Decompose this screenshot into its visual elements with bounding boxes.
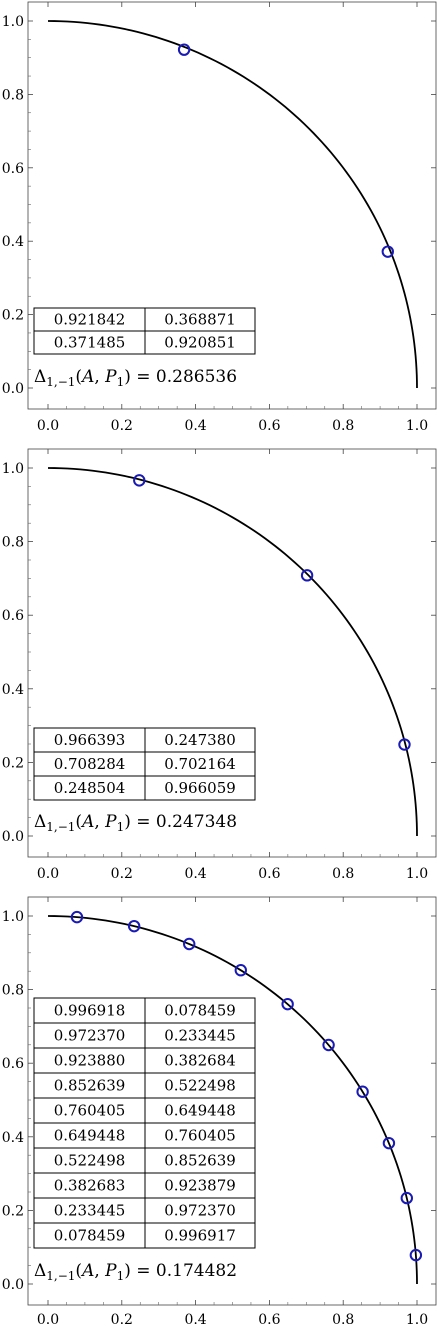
- unit-circle-curve: [47, 915, 418, 1285]
- table-cell: 0.760405: [54, 1102, 126, 1120]
- table-cell: 0.966059: [164, 779, 236, 797]
- table-cell: 0.382684: [164, 1052, 236, 1070]
- table-cell: 0.920851: [164, 334, 236, 352]
- table-cell: 0.702164: [164, 755, 236, 773]
- table-cell: 0.852639: [54, 1077, 126, 1095]
- table-cell: 0.921842: [54, 311, 126, 329]
- chart-panel-3: 0.0 0.0 0.2 0.2 0.4 0.4 0.6 0.6 0.8 0.8 1.0 1.0 0.99…: [2, 896, 437, 1326]
- data-point: [398, 738, 411, 751]
- x-tick-label: 0.4: [184, 866, 206, 882]
- y-tick-label: 0.4: [2, 1130, 24, 1146]
- y-tick-label: 1.0: [2, 461, 24, 477]
- x-tick-label: 0.8: [332, 866, 354, 882]
- table-cell: 0.996917: [164, 1227, 236, 1245]
- y-tick-label: 0.8: [2, 983, 24, 999]
- table-cell: 0.368871: [164, 311, 236, 329]
- table-cell: 0.708284: [54, 755, 126, 773]
- y-tick-label: 0.0: [2, 829, 24, 845]
- plot-frame: [27, 896, 437, 1306]
- y-tick-label: 0.2: [2, 308, 24, 324]
- data-point: [300, 569, 314, 582]
- table-cell: 0.078459: [54, 1227, 126, 1245]
- chart-panel-2: 0.0 0.0 0.2 0.2 0.4 0.4 0.6 0.6 0.8 0.8 1.0 1.0 0.96…: [2, 448, 437, 882]
- data-point: [356, 1085, 369, 1098]
- y-tick-label: 0.0: [2, 381, 24, 397]
- x-tick-label: 1.0: [406, 866, 428, 882]
- data-point: [183, 937, 196, 951]
- x-tick-label: 0.6: [258, 418, 280, 434]
- plot-frame: [27, 1, 437, 410]
- data-point: [400, 1191, 414, 1205]
- data-point: [70, 910, 84, 924]
- table-cell: 0.233445: [164, 1027, 236, 1045]
- delta-annotation: Δ1,−1(A, P1) = 0.286536: [34, 367, 237, 389]
- x-tick-label: 0.8: [332, 418, 354, 434]
- y-tick-label: 0.2: [2, 1203, 24, 1219]
- table-cell: 0.233445: [54, 1202, 126, 1220]
- table-cell: 0.522498: [54, 1152, 126, 1170]
- table-cell: 0.966393: [54, 731, 126, 749]
- table-cell: 0.382683: [54, 1177, 126, 1195]
- data-point: [133, 474, 146, 487]
- table-cell: 0.923879: [164, 1177, 236, 1195]
- y-tick-label: 0.0: [2, 1277, 24, 1293]
- y-tick-label: 0.6: [2, 1056, 24, 1072]
- x-tick-label: 0.2: [111, 1312, 133, 1326]
- y-tick-label: 0.6: [2, 608, 24, 624]
- x-tick-label: 0.6: [258, 866, 280, 882]
- x-tick-label: 1.0: [406, 1312, 428, 1326]
- x-tick-label: 0.2: [111, 866, 133, 882]
- x-tick-label: 0.6: [258, 1312, 280, 1326]
- table-cell: 0.852639: [164, 1152, 236, 1170]
- delta-annotation: Δ1,−1(A, P1) = 0.247348: [34, 812, 237, 834]
- table-cell: 0.972370: [164, 1202, 236, 1220]
- table-cell: 0.247380: [164, 731, 236, 749]
- table-cell: 0.078459: [164, 1002, 236, 1020]
- y-tick-label: 0.8: [2, 87, 24, 103]
- delta-annotation: Δ1,−1(A, P1) = 0.174482: [34, 1261, 237, 1283]
- data-point: [281, 997, 294, 1011]
- y-tick-label: 1.0: [2, 14, 24, 30]
- x-tick-label: 0.0: [37, 1312, 59, 1326]
- table-cell: 0.760405: [164, 1127, 236, 1145]
- x-tick-label: 0.4: [184, 1312, 206, 1326]
- table-cell: 0.248504: [54, 779, 126, 797]
- y-tick-label: 1.0: [2, 909, 24, 925]
- chart-panel-1: 0.0 0.0 0.2 0.2 0.4 0.4 0.6 0.6 0.8 0.8 1.0 1.0 0.92…: [2, 1, 437, 434]
- y-tick-label: 0.4: [2, 234, 24, 250]
- x-tick-label: 0.0: [37, 418, 59, 434]
- y-tick-label: 0.8: [2, 535, 24, 551]
- table-cell: 0.923880: [54, 1052, 126, 1070]
- table-cell: 0.371485: [54, 334, 126, 352]
- x-tick-label: 0.0: [37, 866, 59, 882]
- y-tick-label: 0.6: [2, 161, 24, 177]
- plot-frame: [27, 448, 437, 858]
- x-tick-label: 0.4: [184, 418, 206, 434]
- table-cell: 0.649448: [164, 1102, 236, 1120]
- data-point: [177, 43, 191, 56]
- y-tick-label: 0.2: [2, 755, 24, 771]
- data-point: [381, 245, 394, 258]
- data-point: [409, 1248, 423, 1262]
- data-point: [322, 1038, 335, 1052]
- data-point: [382, 1136, 396, 1150]
- table-cell: 0.522498: [164, 1077, 236, 1095]
- x-tick-label: 0.2: [111, 418, 133, 434]
- x-tick-label: 0.8: [332, 1312, 354, 1326]
- data-point: [234, 964, 248, 977]
- table-cell: 0.972370: [54, 1027, 126, 1045]
- table-cell: 0.649448: [54, 1127, 126, 1145]
- unit-circle-curve: [47, 20, 418, 389]
- table-cell: 0.996918: [54, 1002, 126, 1020]
- x-tick-label: 1.0: [406, 418, 428, 434]
- data-point: [127, 919, 141, 933]
- y-tick-label: 0.4: [2, 682, 24, 698]
